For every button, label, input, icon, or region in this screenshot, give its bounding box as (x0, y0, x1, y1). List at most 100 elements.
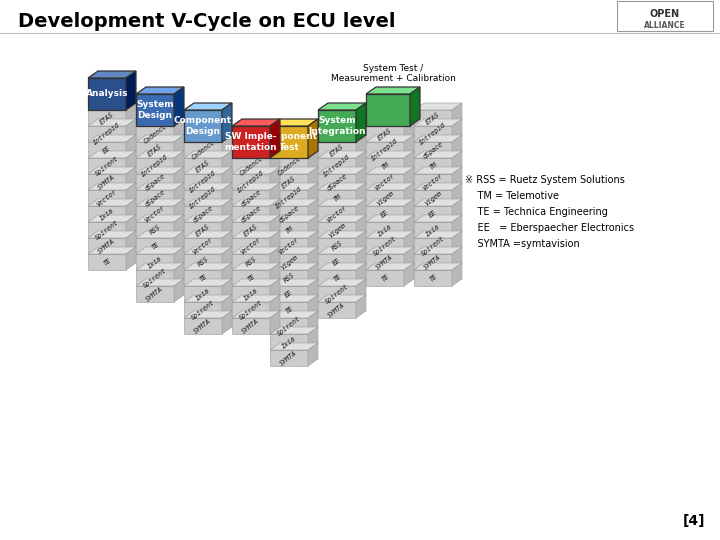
Text: Ixia: Ixia (147, 255, 163, 269)
Text: Ixia: Ixia (195, 287, 211, 301)
Polygon shape (414, 183, 462, 190)
Polygon shape (270, 263, 280, 286)
Polygon shape (88, 174, 126, 190)
Polygon shape (88, 167, 136, 174)
Polygon shape (414, 119, 462, 126)
Polygon shape (366, 158, 404, 174)
Text: ALLIANCE: ALLIANCE (644, 21, 686, 30)
Text: ETAS: ETAS (329, 143, 345, 157)
Polygon shape (452, 183, 462, 206)
Polygon shape (184, 254, 222, 270)
Text: RSS: RSS (148, 224, 161, 236)
Polygon shape (184, 206, 222, 222)
Polygon shape (232, 151, 280, 158)
Polygon shape (318, 247, 366, 254)
Polygon shape (414, 167, 462, 174)
Polygon shape (126, 247, 136, 270)
Polygon shape (136, 119, 184, 126)
Polygon shape (136, 158, 174, 174)
Polygon shape (184, 190, 222, 206)
Polygon shape (136, 270, 174, 286)
Polygon shape (126, 103, 136, 126)
Polygon shape (318, 158, 356, 174)
Polygon shape (270, 119, 280, 158)
Polygon shape (356, 103, 366, 142)
Polygon shape (88, 206, 126, 222)
Text: EE: EE (332, 257, 342, 267)
Polygon shape (270, 286, 308, 302)
Polygon shape (174, 279, 184, 302)
Polygon shape (88, 222, 126, 238)
Text: SYMTA: SYMTA (279, 349, 299, 367)
Text: Analysis: Analysis (86, 90, 128, 98)
Text: ETAS: ETAS (195, 159, 211, 173)
Polygon shape (88, 183, 136, 190)
Text: Cadence: Cadence (142, 123, 168, 145)
Polygon shape (270, 247, 318, 254)
Text: Vector: Vector (278, 236, 300, 256)
Polygon shape (366, 119, 414, 126)
Polygon shape (184, 199, 232, 206)
Text: SYMTA: SYMTA (375, 253, 395, 271)
Polygon shape (318, 279, 366, 286)
Polygon shape (88, 119, 136, 126)
Polygon shape (136, 142, 174, 158)
Text: Intrepid: Intrepid (92, 122, 122, 146)
Text: System
Design: System Design (136, 100, 174, 120)
Text: Development V-Cycle on ECU level: Development V-Cycle on ECU level (18, 12, 395, 31)
Text: ETAS: ETAS (425, 111, 441, 125)
Polygon shape (270, 295, 280, 318)
Polygon shape (136, 206, 174, 222)
Polygon shape (318, 174, 356, 190)
Polygon shape (410, 87, 420, 126)
Polygon shape (318, 254, 356, 270)
Polygon shape (184, 222, 222, 238)
Polygon shape (270, 199, 280, 222)
Text: TE: TE (198, 273, 208, 283)
Polygon shape (366, 231, 414, 238)
Polygon shape (318, 231, 366, 238)
Polygon shape (184, 238, 222, 254)
Polygon shape (356, 263, 366, 286)
Polygon shape (414, 231, 462, 238)
Polygon shape (366, 238, 404, 254)
Polygon shape (222, 199, 232, 222)
Text: TM: TM (332, 193, 342, 203)
Polygon shape (184, 174, 222, 190)
Polygon shape (308, 343, 318, 366)
Polygon shape (88, 71, 136, 78)
Polygon shape (88, 247, 136, 254)
Text: ETAS: ETAS (99, 111, 115, 125)
Polygon shape (270, 343, 318, 350)
Polygon shape (174, 119, 184, 142)
Polygon shape (452, 119, 462, 142)
Polygon shape (136, 190, 174, 206)
Polygon shape (270, 167, 318, 174)
Text: RSS: RSS (244, 256, 258, 268)
Polygon shape (88, 135, 136, 142)
Text: OPEN: OPEN (650, 9, 680, 19)
Text: EE   = Eberspaecher Electronics: EE = Eberspaecher Electronics (465, 223, 634, 233)
Polygon shape (222, 215, 232, 238)
Polygon shape (414, 254, 452, 270)
Polygon shape (318, 222, 356, 238)
Polygon shape (318, 263, 366, 270)
Polygon shape (222, 183, 232, 206)
Polygon shape (232, 158, 270, 174)
Polygon shape (184, 263, 232, 270)
Polygon shape (308, 215, 318, 238)
Text: Intrepid: Intrepid (418, 122, 448, 146)
Polygon shape (414, 206, 452, 222)
Text: Vigem: Vigem (375, 190, 395, 206)
Polygon shape (318, 142, 356, 158)
Polygon shape (232, 247, 280, 254)
Polygon shape (366, 263, 414, 270)
Polygon shape (174, 135, 184, 158)
Polygon shape (356, 199, 366, 222)
Polygon shape (270, 215, 280, 238)
Polygon shape (222, 295, 232, 318)
Polygon shape (318, 206, 356, 222)
Polygon shape (356, 167, 366, 190)
Text: Spirent: Spirent (142, 267, 168, 289)
Polygon shape (126, 183, 136, 206)
